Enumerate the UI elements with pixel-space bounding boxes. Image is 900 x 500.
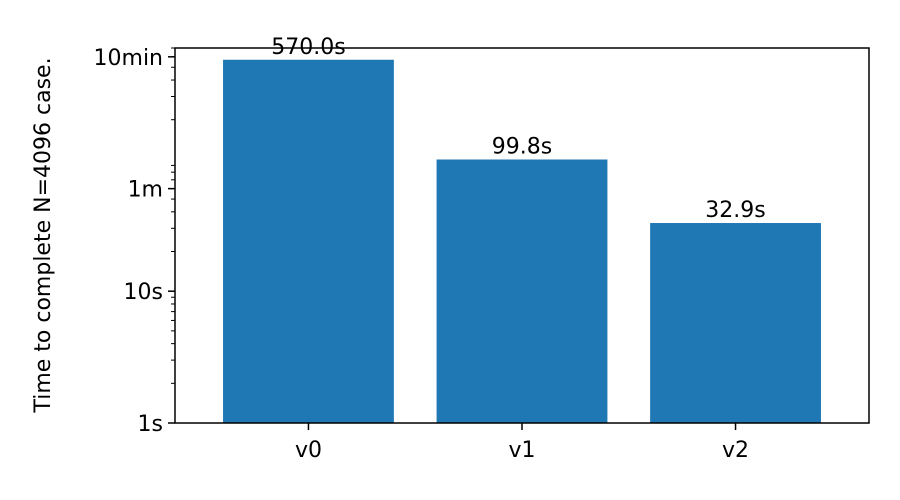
- x-ticks: v0 v1 v2: [295, 423, 749, 463]
- y-tick-label-1s: 1s: [138, 412, 163, 437]
- plot-frame: [174, 47, 870, 424]
- y-tick-label-1m: 1m: [128, 178, 163, 203]
- data-label-v1: 99.8s: [492, 135, 552, 160]
- y-axis-label: Time to complete N=4096 case.: [31, 57, 56, 413]
- x-tick-label-v2: v2: [722, 438, 749, 463]
- bar-v1: [436, 159, 608, 423]
- x-tick-label-v1: v1: [508, 438, 535, 463]
- bar-v0: [223, 59, 394, 423]
- bar-v2: [650, 223, 821, 423]
- y-major-ticks: 1s 10s 1m 10min: [94, 46, 175, 437]
- bars-group: [223, 59, 821, 423]
- data-label-v2: 32.9s: [705, 198, 765, 223]
- y-tick-label-10s: 10s: [124, 280, 163, 305]
- x-tick-label-v0: v0: [295, 438, 322, 463]
- y-tick-label-10min: 10min: [94, 46, 163, 71]
